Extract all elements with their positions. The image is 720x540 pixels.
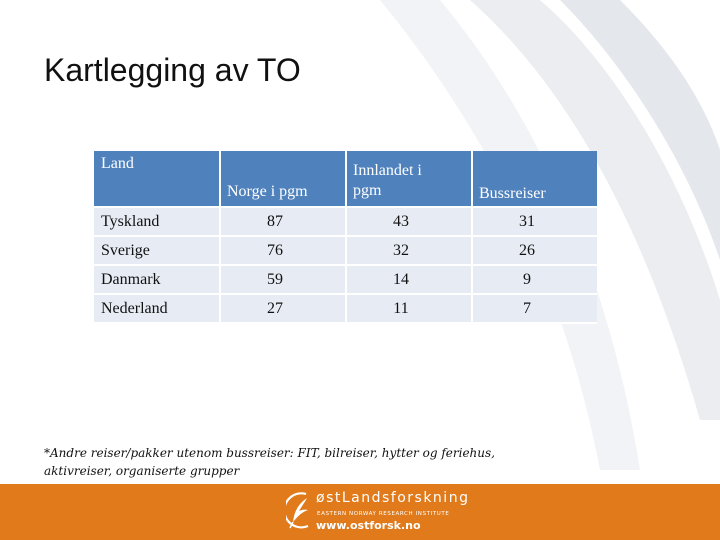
table-row: Danmark 59 14 9 [94, 266, 597, 295]
footnote-line-1: *Andre reiser/pakker utenom bussreiser: … [44, 446, 495, 460]
brand-url-link[interactable]: www.ostforsk.no [316, 519, 421, 532]
column-header-norge: Norge i pgm [221, 151, 347, 208]
column-header-innlandet-line1: Innlandet i [353, 162, 422, 179]
table-row: Tyskland 87 43 31 [94, 208, 597, 237]
column-header-bussreiser: Bussreiser [473, 151, 597, 208]
cell-innlandet: 43 [347, 208, 473, 237]
cell-country: Nederland [94, 295, 221, 324]
cell-country: Tyskland [94, 208, 221, 237]
footnote-line-2: aktivreiser, organiserte grupper [44, 464, 240, 478]
cell-bussreiser: 7 [473, 295, 597, 324]
table-row: Nederland 27 11 7 [94, 295, 597, 324]
cell-norge: 27 [221, 295, 347, 324]
cell-innlandet: 32 [347, 237, 473, 266]
cell-country: Sverige [94, 237, 221, 266]
feather-circle-icon [286, 492, 309, 529]
cell-country: Danmark [94, 266, 221, 295]
cell-norge: 87 [221, 208, 347, 237]
cell-bussreiser: 26 [473, 237, 597, 266]
footer-band [0, 484, 720, 540]
cell-norge: 59 [221, 266, 347, 295]
column-header-land: Land [94, 151, 221, 208]
cell-innlandet: 14 [347, 266, 473, 295]
data-table: Land Norge i pgm Innlandet i pgm Bussreis… [94, 151, 597, 324]
cell-bussreiser: 9 [473, 266, 597, 295]
cell-norge: 76 [221, 237, 347, 266]
brand-logo: østLandsforskning EASTERN NORWAY RESEARC… [286, 490, 468, 536]
cell-innlandet: 11 [347, 295, 473, 324]
brand-tagline: EASTERN NORWAY RESEARCH INSTITUTE [317, 511, 450, 517]
table-header-row: Land Norge i pgm Innlandet i pgm Bussreis… [94, 151, 597, 208]
column-header-innlandet-line2: pgm [353, 182, 382, 199]
cell-bussreiser: 31 [473, 208, 597, 237]
footnote: *Andre reiser/pakker utenom bussreiser: … [44, 444, 514, 480]
column-header-innlandet: Innlandet i pgm [347, 151, 473, 208]
table-row: Sverige 76 32 26 [94, 237, 597, 266]
brand-name: østLandsforskning [316, 490, 470, 506]
slide-title: Kartlegging av TO [44, 52, 301, 88]
